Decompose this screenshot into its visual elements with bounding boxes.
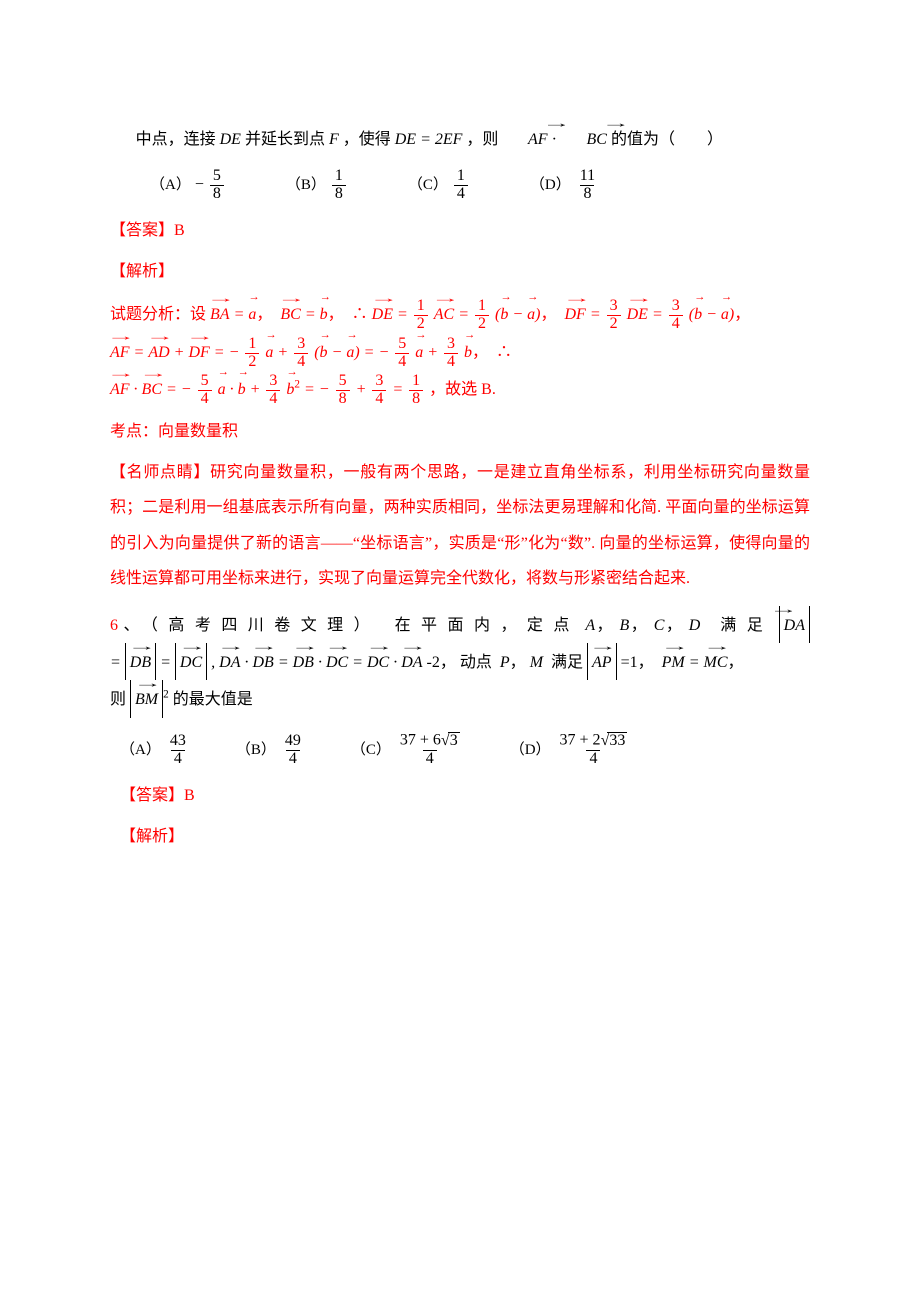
q6-options: （A） 434 （B） 494 （C） 37 + 6√3 4 （D） 37 + … (110, 732, 810, 768)
q6-number: 6 (110, 617, 118, 634)
expr-eq: DE = 2EF (395, 131, 463, 148)
text: ，使得 (343, 131, 395, 148)
opt-B: （B） 18 (286, 167, 348, 203)
q5-options: （A） − 58 （B） 18 （C） 14 （D） 118 (110, 167, 810, 203)
q5-answer: 【答案】B (110, 213, 810, 248)
expr-DE: DE (220, 131, 241, 148)
opt-A: （A） 434 (120, 732, 191, 768)
q5-explain-2: AF = AD + DF = − 12 a + 34 (b − a) = − 5… (110, 333, 810, 371)
opt-D: （D） 118 (530, 167, 600, 203)
opt-C: （C） 14 (408, 167, 470, 203)
q6-stem-line2: = DB = DC , DA · DB = DB · DC = DC · DA … (110, 643, 810, 680)
text: 并延长到点 (245, 131, 329, 148)
q5-explain-label: 【解析】 (110, 254, 810, 289)
opt-A: （A） − 58 (150, 167, 226, 203)
q6-stem-line3: 则 BM2 的最大值是 (110, 680, 810, 717)
opt-C: （C） 37 + 6√3 4 (351, 732, 465, 768)
q5-topic: 考点：向量数量积 (110, 414, 810, 449)
expr-BC: BC (561, 131, 607, 148)
q5-stem: 中点，连接 DE 并延长到点 F ，使得 DE = 2EF ，则 AF · BC… (110, 120, 810, 157)
text: 中点，连接 (136, 131, 220, 148)
q5-explain-3: AF · BC = − 54 a · b + 34 b2 = − 58 + 34… (110, 370, 810, 408)
opt-B: （B） 494 (236, 732, 306, 768)
q6-answer: 【答案】B (110, 778, 810, 813)
expr-F: F (329, 131, 339, 148)
opt-D: （D） 37 + 2√33 4 (510, 732, 633, 768)
q5-tip: 【名师点睛】研究向量数量积，一般有两个思路，一是建立直角坐标系，利用坐标研究向量… (110, 455, 810, 596)
page: 中点，连接 DE 并延长到点 F ，使得 DE = 2EF ，则 AF · BC… (0, 0, 920, 1302)
q6-explain-label: 【解析】 (110, 819, 810, 854)
